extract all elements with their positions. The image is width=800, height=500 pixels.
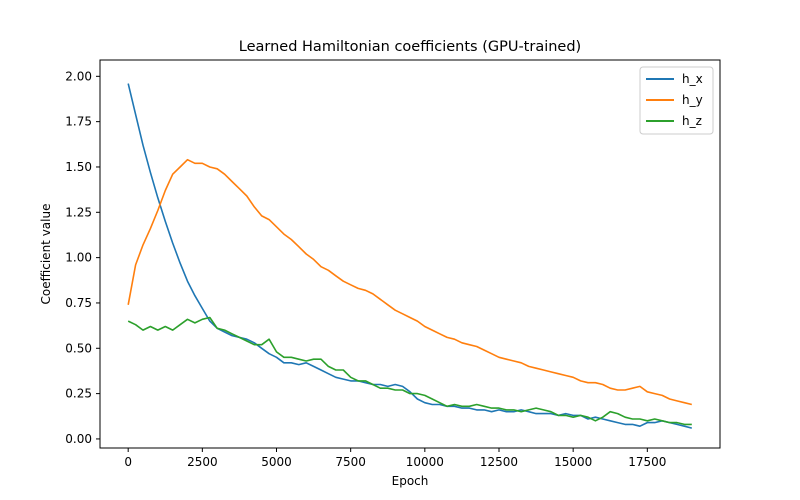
y-tick-label: 2.00 (65, 69, 92, 83)
y-tick-label: 1.00 (65, 251, 92, 265)
series-line-h-z (127, 316, 692, 426)
y-tick-label: 1.25 (65, 205, 92, 219)
x-tick-label: 12500 (480, 455, 518, 469)
x-tick-label: 17500 (628, 455, 666, 469)
y-axis-title: Coefficient value (39, 204, 53, 305)
y-tick-label: 1.75 (65, 115, 92, 129)
y-tick-label: 1.50 (65, 160, 92, 174)
legend-label: h_y (682, 93, 703, 107)
legend-box (639, 66, 714, 135)
axes-frame (99, 59, 721, 449)
legend-label: h_z (682, 114, 702, 128)
y-tick-label: 0.25 (65, 387, 92, 401)
series-line-h-x (127, 83, 692, 429)
x-tick-label: 10000 (406, 455, 444, 469)
x-tick-label: 15000 (554, 455, 592, 469)
x-tick-label: 0 (124, 455, 132, 469)
x-tick-label: 5000 (261, 455, 292, 469)
y-tick-label: 0.00 (65, 432, 92, 446)
y-axis: 0.00 0.25 0.50 0.75 1.00 1.25 1.50 1.75 2.00 (65, 69, 100, 446)
legend-label: h_x (682, 72, 703, 86)
plot-area (127, 83, 692, 429)
x-tick-label: 7500 (335, 455, 366, 469)
series-line-h-y (127, 158, 692, 406)
legend: h_x h_y h_z (639, 66, 714, 135)
x-axis: 0 2500 5000 7500 10000 12500 15000 17500 (124, 448, 666, 469)
chart-title: Learned Hamiltonian coefficients (GPU-tr… (239, 39, 581, 55)
y-tick-label: 0.50 (65, 341, 92, 355)
x-axis-title: Epoch (392, 474, 429, 488)
y-tick-label: 0.75 (65, 296, 92, 310)
x-tick-label: 2500 (187, 455, 218, 469)
